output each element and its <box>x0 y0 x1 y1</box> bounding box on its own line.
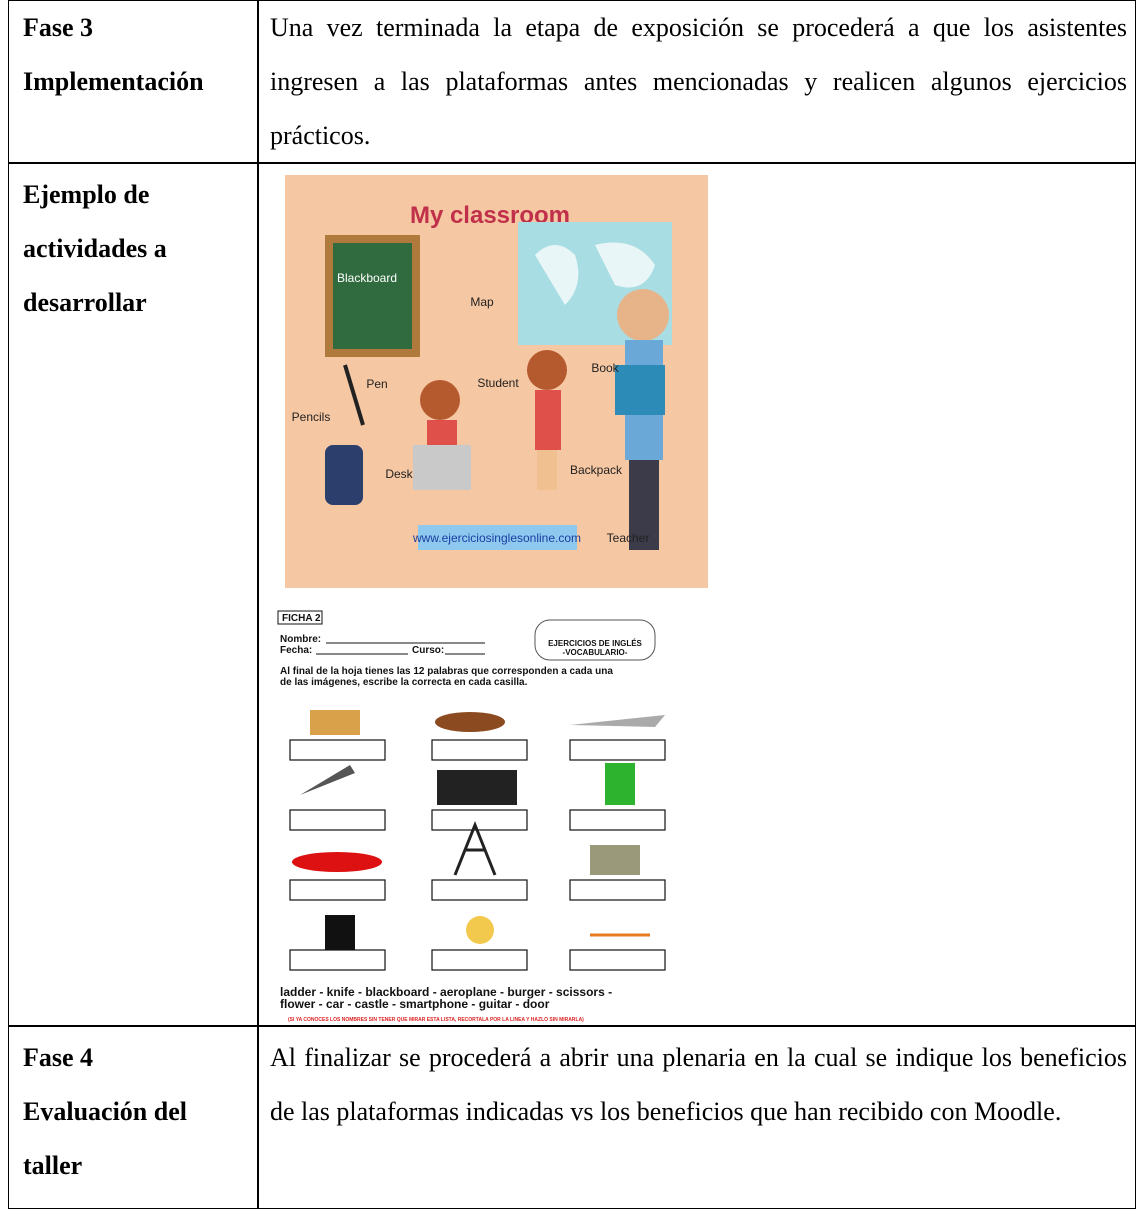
image-label: Desk <box>385 467 413 481</box>
ws-text: de las imágenes, escribe la correcta en … <box>280 677 528 688</box>
cell <box>8 162 259 1027</box>
ws-text: (SI YA CONOCES LOS NOMBRES SIN TENER QUE… <box>288 1017 584 1023</box>
classroom-image: My classroom Blackboard Map Pen Pencils … <box>285 175 708 588</box>
ws-text: flower - car - castle - smartphone - gui… <box>280 997 550 1011</box>
row-label: Fase 4 Evaluación del taller <box>23 1031 187 1193</box>
image-label: Backpack <box>570 463 623 477</box>
worksheet-image: FICHA 2 Nombre: Fecha: Curso: EJERCICIOS… <box>270 600 700 1025</box>
label-line: Fase 3 <box>23 13 94 42</box>
row-text: Una vez terminada la etapa de exposición… <box>270 13 1127 150</box>
row-label: Ejemplo de actividades a desarrollar <box>23 168 167 330</box>
ws-text: FICHA 2 <box>282 613 321 624</box>
label-line: Implementación <box>23 67 204 96</box>
image-label: Blackboard <box>337 271 397 285</box>
row-label: Fase 3 Implementación <box>23 1 204 109</box>
image-label: Map <box>470 295 494 309</box>
ws-text: Curso: <box>412 645 444 656</box>
image-label: Teacher <box>607 531 650 545</box>
label-line: Evaluación del <box>23 1097 187 1126</box>
label-line: actividades a <box>23 234 167 263</box>
image-label: Book <box>591 361 619 375</box>
ws-text: Nombre: <box>280 634 321 645</box>
label-line: Fase 4 <box>23 1043 94 1072</box>
ws-text: ladder - knife - blackboard - aeroplane … <box>280 985 612 999</box>
ws-text: Al final de la hoja tienes las 12 palabr… <box>280 666 613 677</box>
label-line: desarrollar <box>23 288 147 317</box>
label-line: Ejemplo de <box>23 180 150 209</box>
image-label: Pen <box>366 377 387 391</box>
ws-text: EJERCICIOS DE INGLÉS <box>548 639 642 648</box>
image-label: Student <box>477 376 519 390</box>
ws-text: -VOCABULARIO- <box>563 648 628 657</box>
row-text: Al finalizar se procederá a abrir una pl… <box>270 1043 1127 1126</box>
cell <box>8 0 259 164</box>
image-url: www.ejerciciosinglesonline.com <box>412 531 581 545</box>
image-label: Pencils <box>292 410 331 424</box>
ws-text: Fecha: <box>280 645 312 656</box>
label-line: taller <box>23 1151 83 1180</box>
